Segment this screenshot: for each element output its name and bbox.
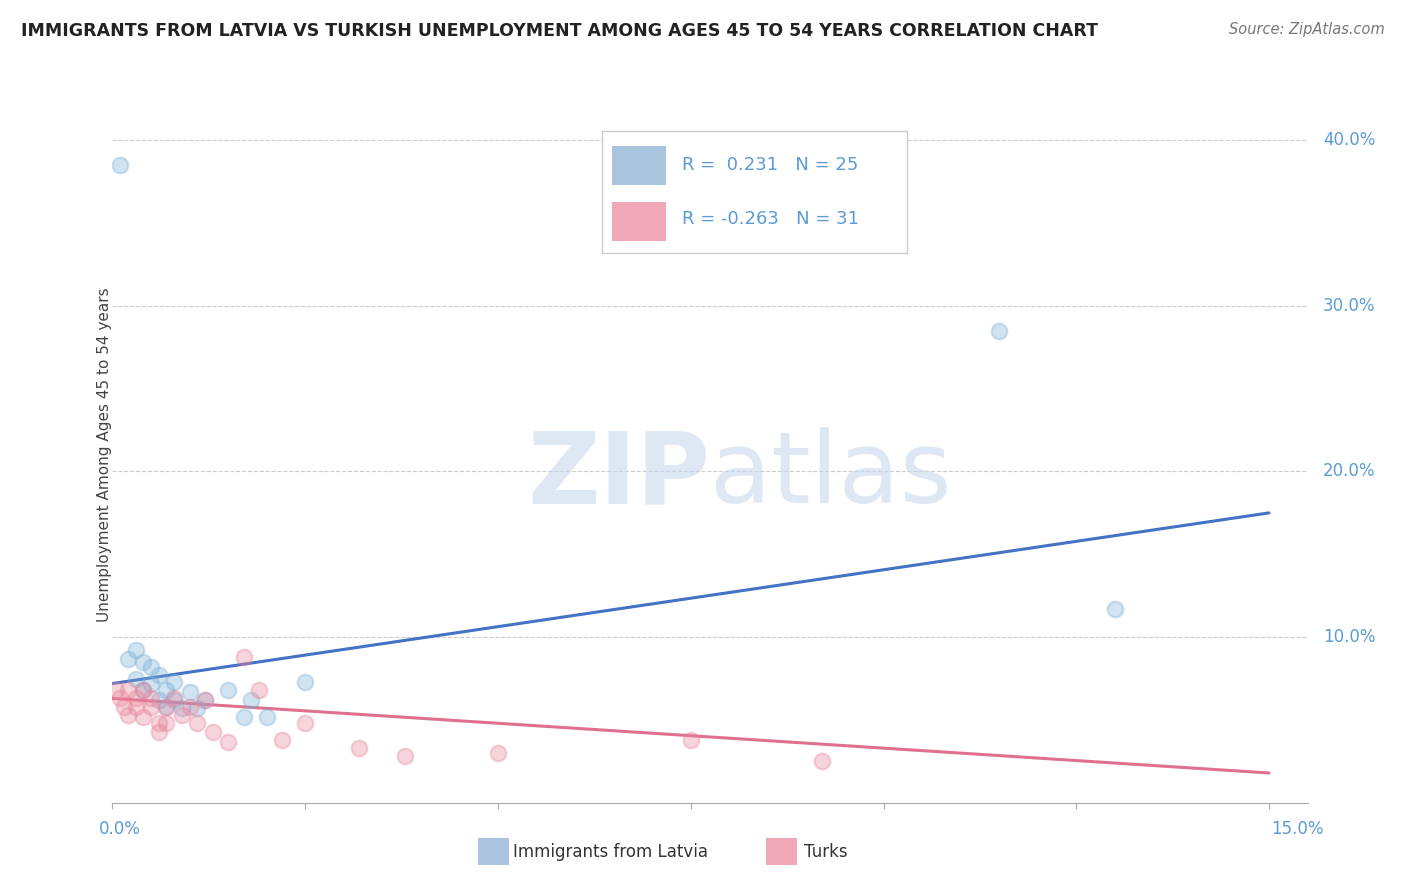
Point [232,709,254,723]
Point [155,716,177,731]
Point [124,691,146,706]
Point [108,691,131,706]
Point [132,709,155,723]
Point [486,746,509,760]
Point [124,643,146,657]
Point [811,755,834,769]
Point [148,668,170,682]
Point [186,701,208,715]
Y-axis label: Unemployment Among Ages 45 to 54 years: Unemployment Among Ages 45 to 54 years [97,287,111,623]
Point [124,699,146,714]
Point [139,691,162,706]
Point [155,699,177,714]
Point [179,685,201,699]
Point [186,716,208,731]
Point [194,693,217,707]
Point [117,683,139,698]
Point [347,741,370,756]
Point [108,158,131,172]
Point [148,724,170,739]
Text: Source: ZipAtlas.com: Source: ZipAtlas.com [1229,22,1385,37]
Point [163,693,186,707]
Point [217,683,239,698]
Point [117,708,139,723]
Point [232,650,254,665]
Point [256,709,278,723]
Text: IMMIGRANTS FROM LATVIA VS TURKISH UNEMPLOYMENT AMONG AGES 45 TO 54 YEARS CORRELA: IMMIGRANTS FROM LATVIA VS TURKISH UNEMPL… [21,22,1098,40]
Text: 20.0%: 20.0% [1323,462,1375,481]
Point [679,732,702,747]
Point [124,672,146,686]
Point [247,683,270,698]
Point [170,708,193,723]
Point [163,674,186,689]
Point [139,699,162,714]
Point [294,674,316,689]
Point [988,324,1011,338]
Point [294,716,316,731]
Point [155,699,177,714]
Point [240,693,263,707]
Point [170,701,193,715]
Point [112,699,135,714]
Point [194,693,217,707]
Text: ZIP: ZIP [527,427,710,524]
Text: Immigrants from Latvia: Immigrants from Latvia [513,843,709,861]
Point [271,732,294,747]
Point [217,734,239,748]
Text: 40.0%: 40.0% [1323,131,1375,149]
Point [132,683,155,698]
Text: 30.0%: 30.0% [1323,297,1375,315]
Point [179,699,201,714]
Point [105,683,128,698]
Point [148,716,170,731]
Text: atlas: atlas [710,427,952,524]
Point [163,691,186,706]
Text: 10.0%: 10.0% [1323,628,1375,646]
Text: Turks: Turks [804,843,848,861]
Point [1104,602,1126,616]
Point [132,655,155,669]
Point [132,683,155,698]
Point [201,724,224,739]
Point [117,651,139,665]
Point [394,749,416,764]
Point [155,683,177,698]
Point [139,660,162,674]
Point [148,693,170,707]
Point [139,676,162,690]
Text: 15.0%: 15.0% [1271,820,1324,838]
Text: 0.0%: 0.0% [98,820,141,838]
